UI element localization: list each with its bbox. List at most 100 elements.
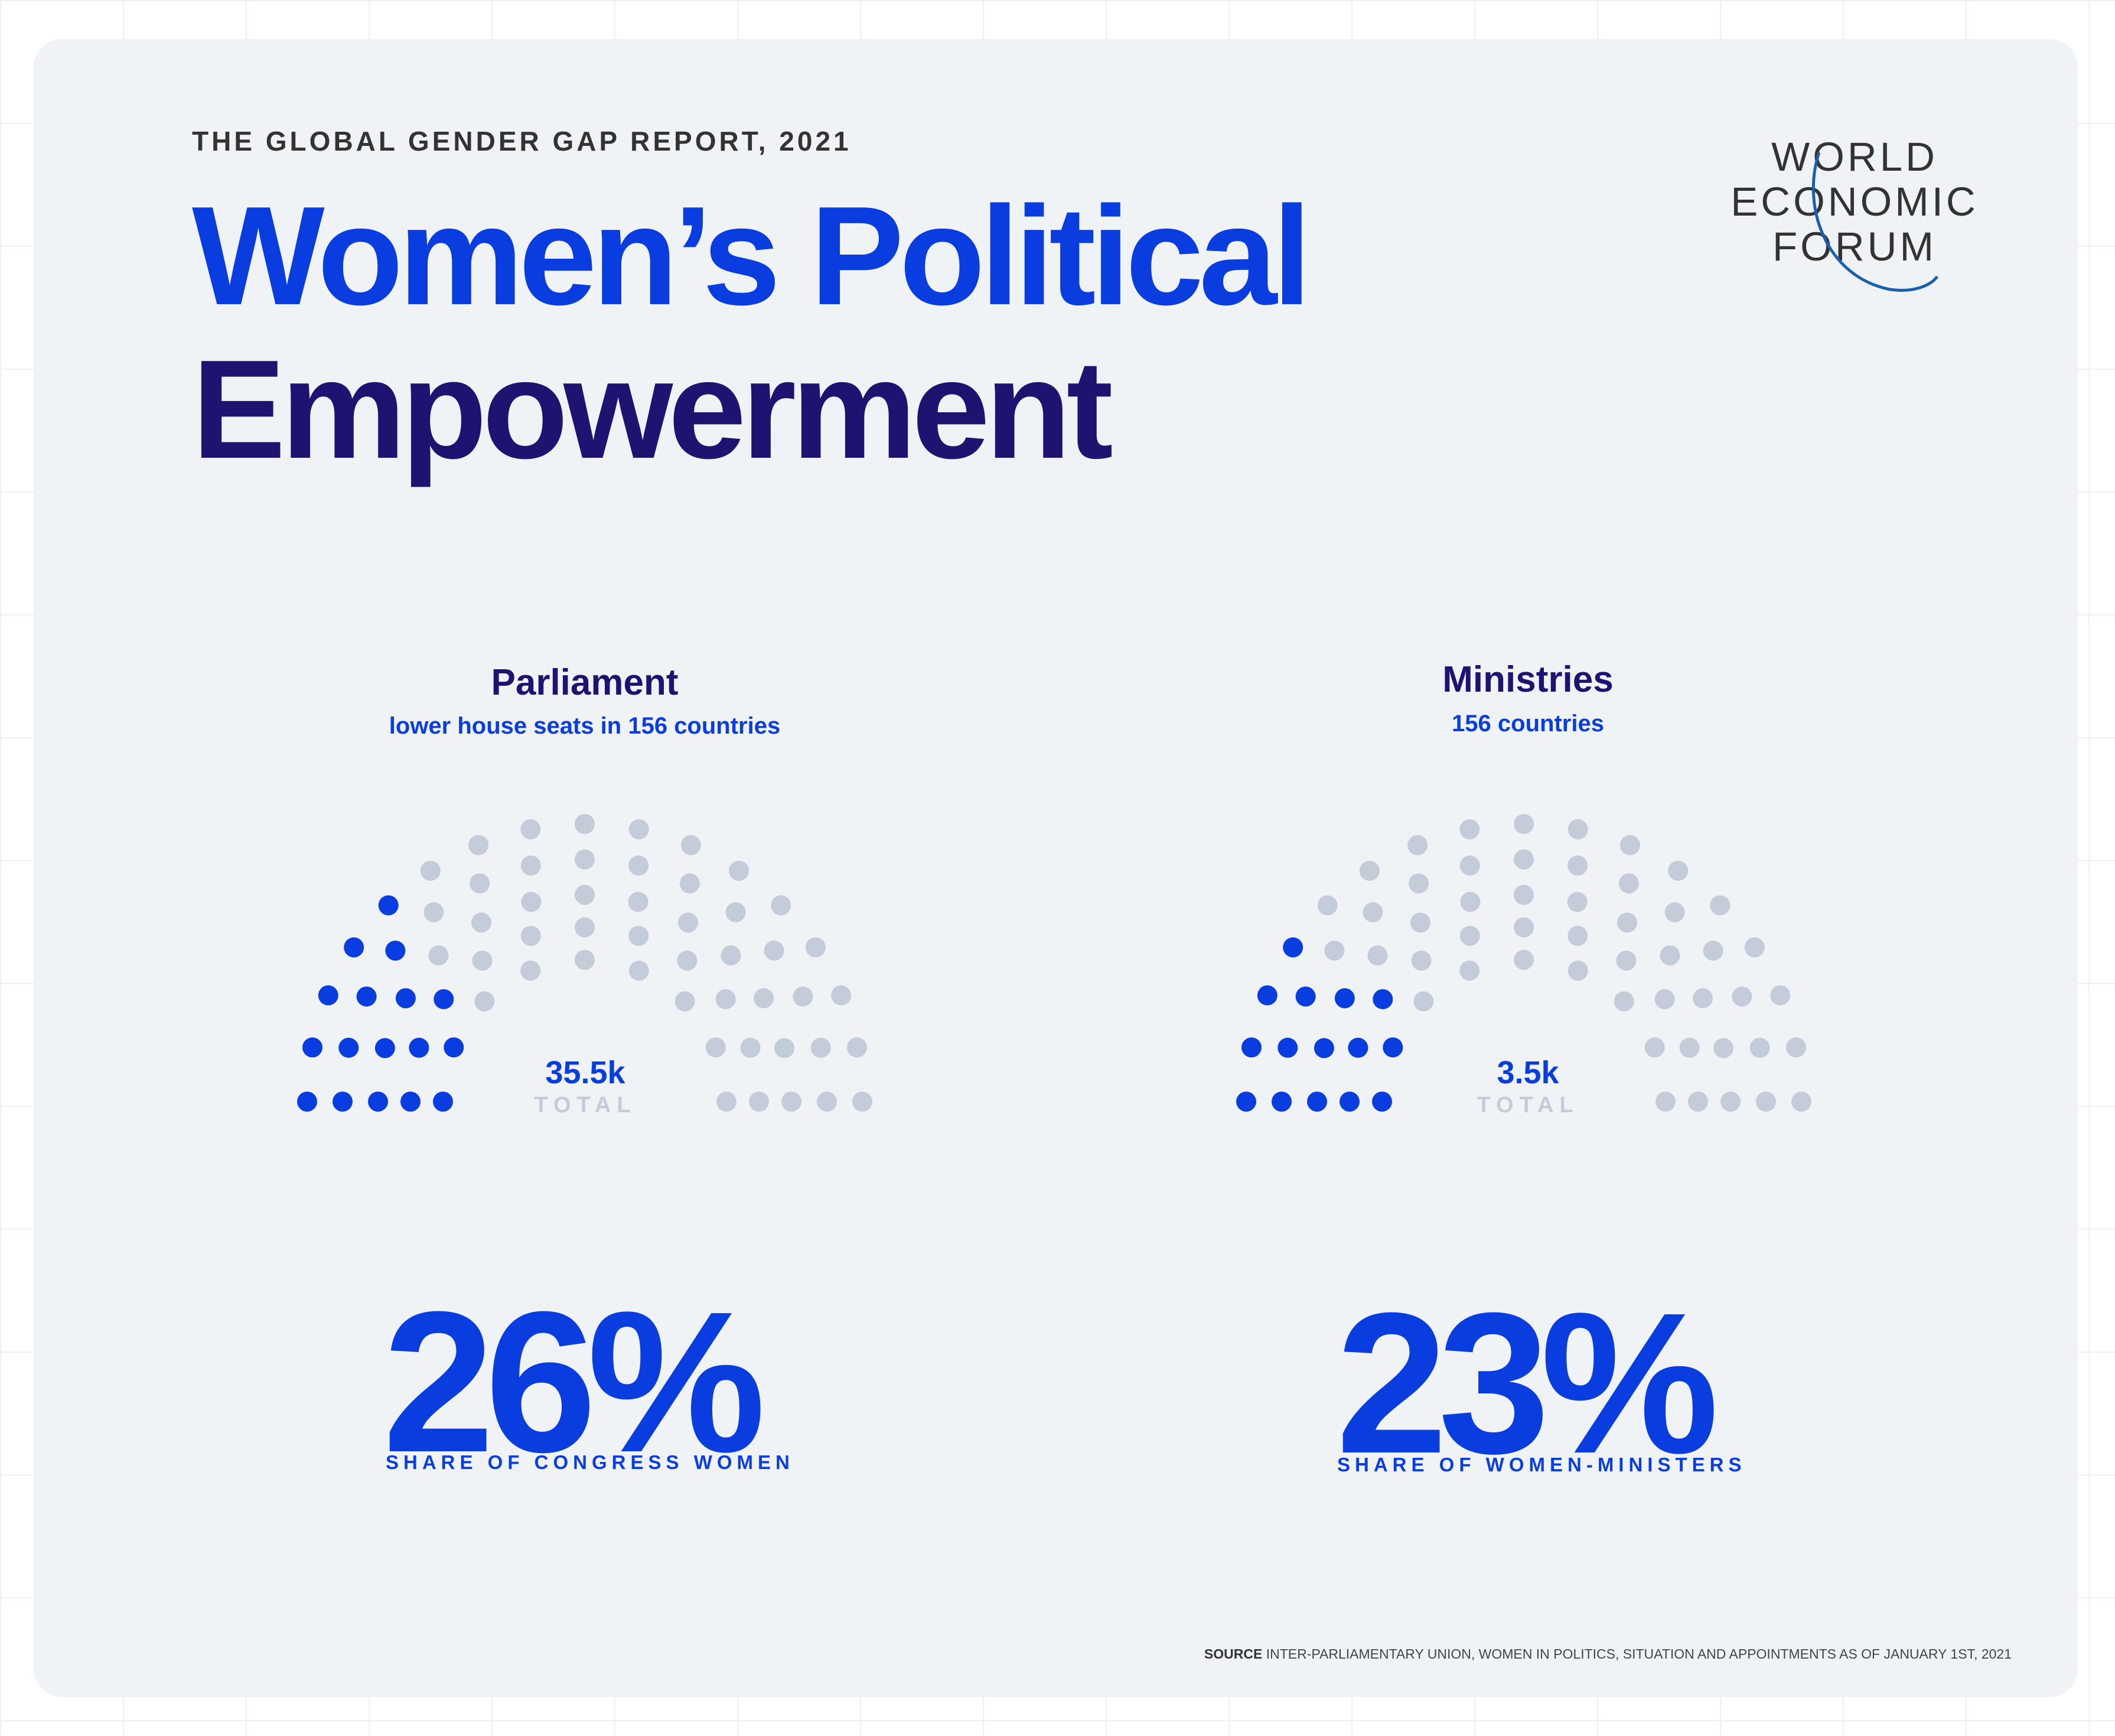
seat-dot-men: [1567, 855, 1588, 876]
seat-dot-men: [781, 1092, 801, 1112]
seat-dot-men: [1324, 940, 1345, 961]
seat-dot-men: [575, 814, 595, 834]
seat-dot-men: [468, 835, 489, 855]
seat-dot-men: [754, 988, 774, 1008]
page-title-line1: Women’s Political: [192, 178, 1311, 334]
page-title-line2: Empowerment: [192, 331, 1113, 488]
seat-dot-men: [1693, 988, 1713, 1008]
seat-dot-men: [1618, 873, 1639, 894]
seat-dot-men: [1616, 950, 1637, 971]
seat-dot-men: [428, 945, 449, 966]
parliament-total-value: 35.5k: [545, 1055, 625, 1090]
infographic-card: [34, 39, 2078, 1697]
seat-dot-women: [368, 1092, 388, 1112]
seat-dot-men: [520, 855, 541, 876]
seat-dot-women: [400, 1092, 421, 1112]
seat-dot-women: [1334, 988, 1355, 1008]
seat-dot-men: [628, 819, 649, 839]
ministries-title: Ministries: [1442, 659, 1614, 700]
seat-dot-women: [1383, 1037, 1403, 1058]
ministries-subtitle: 156 countries: [1452, 711, 1604, 737]
seat-dot-men: [1459, 960, 1480, 981]
source-note: SOURCE INTER-PARLIAMENTARY UNION, WOMEN …: [1204, 1646, 2012, 1662]
seat-dot-men: [1567, 960, 1588, 981]
seat-dot-men: [1619, 835, 1640, 855]
seat-dot-men: [1407, 835, 1428, 855]
parliament-share-value: 26%: [383, 1270, 765, 1494]
seat-dot-men: [1567, 926, 1588, 946]
seat-dot-men: [1679, 1037, 1700, 1058]
seat-dot-women: [333, 1092, 353, 1112]
seat-dot-women: [409, 1037, 429, 1058]
seat-dot-men: [1367, 945, 1388, 966]
seat-dot-men: [771, 895, 791, 916]
seat-dot-women: [1278, 1037, 1298, 1058]
seat-dot-men: [1459, 926, 1480, 946]
seat-dot-women: [444, 1037, 464, 1058]
seat-dot-men: [1644, 1037, 1665, 1058]
seat-dot-men: [740, 1037, 761, 1058]
seat-dot-men: [831, 985, 852, 1006]
seat-dot-women: [1373, 989, 1393, 1009]
seat-dot-men: [1660, 945, 1680, 966]
seat-dot-women: [344, 937, 364, 957]
seat-dot-men: [1363, 902, 1383, 923]
seat-dot-women: [1272, 1092, 1292, 1112]
seat-dot-men: [674, 991, 695, 1012]
seat-dot-men: [1770, 985, 1791, 1006]
seat-dot-women: [395, 988, 416, 1008]
seat-dot-men: [1567, 891, 1588, 912]
seat-dot-men: [1514, 814, 1534, 834]
seat-dot-men: [1744, 937, 1765, 957]
seat-dot-men: [817, 1092, 837, 1112]
seat-dot-men: [725, 902, 746, 923]
logo-line1: WORLD: [1771, 134, 1938, 180]
seat-dot-men: [628, 960, 649, 981]
seat-dot-women: [1307, 1092, 1327, 1112]
parliament-subtitle: lower house seats in 156 countries: [389, 713, 781, 739]
wef-logo: WORLD ECONOMIC FORUM: [1713, 135, 1996, 312]
seat-dot-men: [1459, 819, 1480, 839]
seat-dot-women: [1241, 1037, 1262, 1058]
seat-dot-women: [1348, 1037, 1368, 1058]
ministries-total-value: 3.5k: [1497, 1055, 1559, 1090]
seat-dot-women: [302, 1037, 322, 1058]
seat-dot-men: [1514, 950, 1534, 970]
seat-dot-men: [847, 1037, 867, 1058]
seat-dot-men: [852, 1092, 872, 1112]
seat-dot-men: [474, 991, 495, 1012]
seat-dot-men: [1703, 940, 1723, 961]
seat-dot-men: [805, 937, 826, 957]
seat-dot-women: [433, 1092, 453, 1112]
seat-dot-men: [774, 1038, 795, 1058]
seat-dot-women: [1314, 1038, 1334, 1058]
seat-dot-women: [1257, 985, 1278, 1006]
seat-dot-men: [678, 912, 698, 933]
seat-dot-men: [420, 861, 441, 881]
seat-dot-men: [721, 945, 741, 966]
seat-dot-men: [471, 912, 491, 933]
seat-dot-men: [715, 989, 736, 1009]
seat-dot-men: [1460, 891, 1481, 912]
seat-dot-women: [1340, 1092, 1360, 1112]
seat-dot-men: [1756, 1092, 1776, 1112]
seat-dot-men: [729, 861, 749, 881]
seat-dot-men: [1514, 917, 1534, 937]
ministries-share-value: 23%: [1336, 1271, 1719, 1496]
seat-dot-men: [1617, 912, 1637, 933]
seat-dot-women: [1295, 986, 1316, 1007]
seat-dot-men: [1713, 1038, 1734, 1058]
seat-dot-men: [1410, 912, 1430, 933]
ministries-hemicycle: [1236, 814, 1811, 1112]
seat-dot-women: [1372, 1092, 1392, 1112]
source-label: SOURCE: [1204, 1646, 1263, 1662]
seat-dot-men: [810, 1037, 831, 1058]
seat-dot-men: [1655, 1092, 1676, 1112]
seat-dot-women: [297, 1092, 317, 1112]
seat-dot-men: [1514, 885, 1534, 905]
seat-dot-men: [1732, 986, 1752, 1007]
seat-dot-women: [374, 1038, 395, 1058]
seat-dot-men: [575, 885, 595, 905]
seat-dot-men: [1409, 873, 1429, 894]
